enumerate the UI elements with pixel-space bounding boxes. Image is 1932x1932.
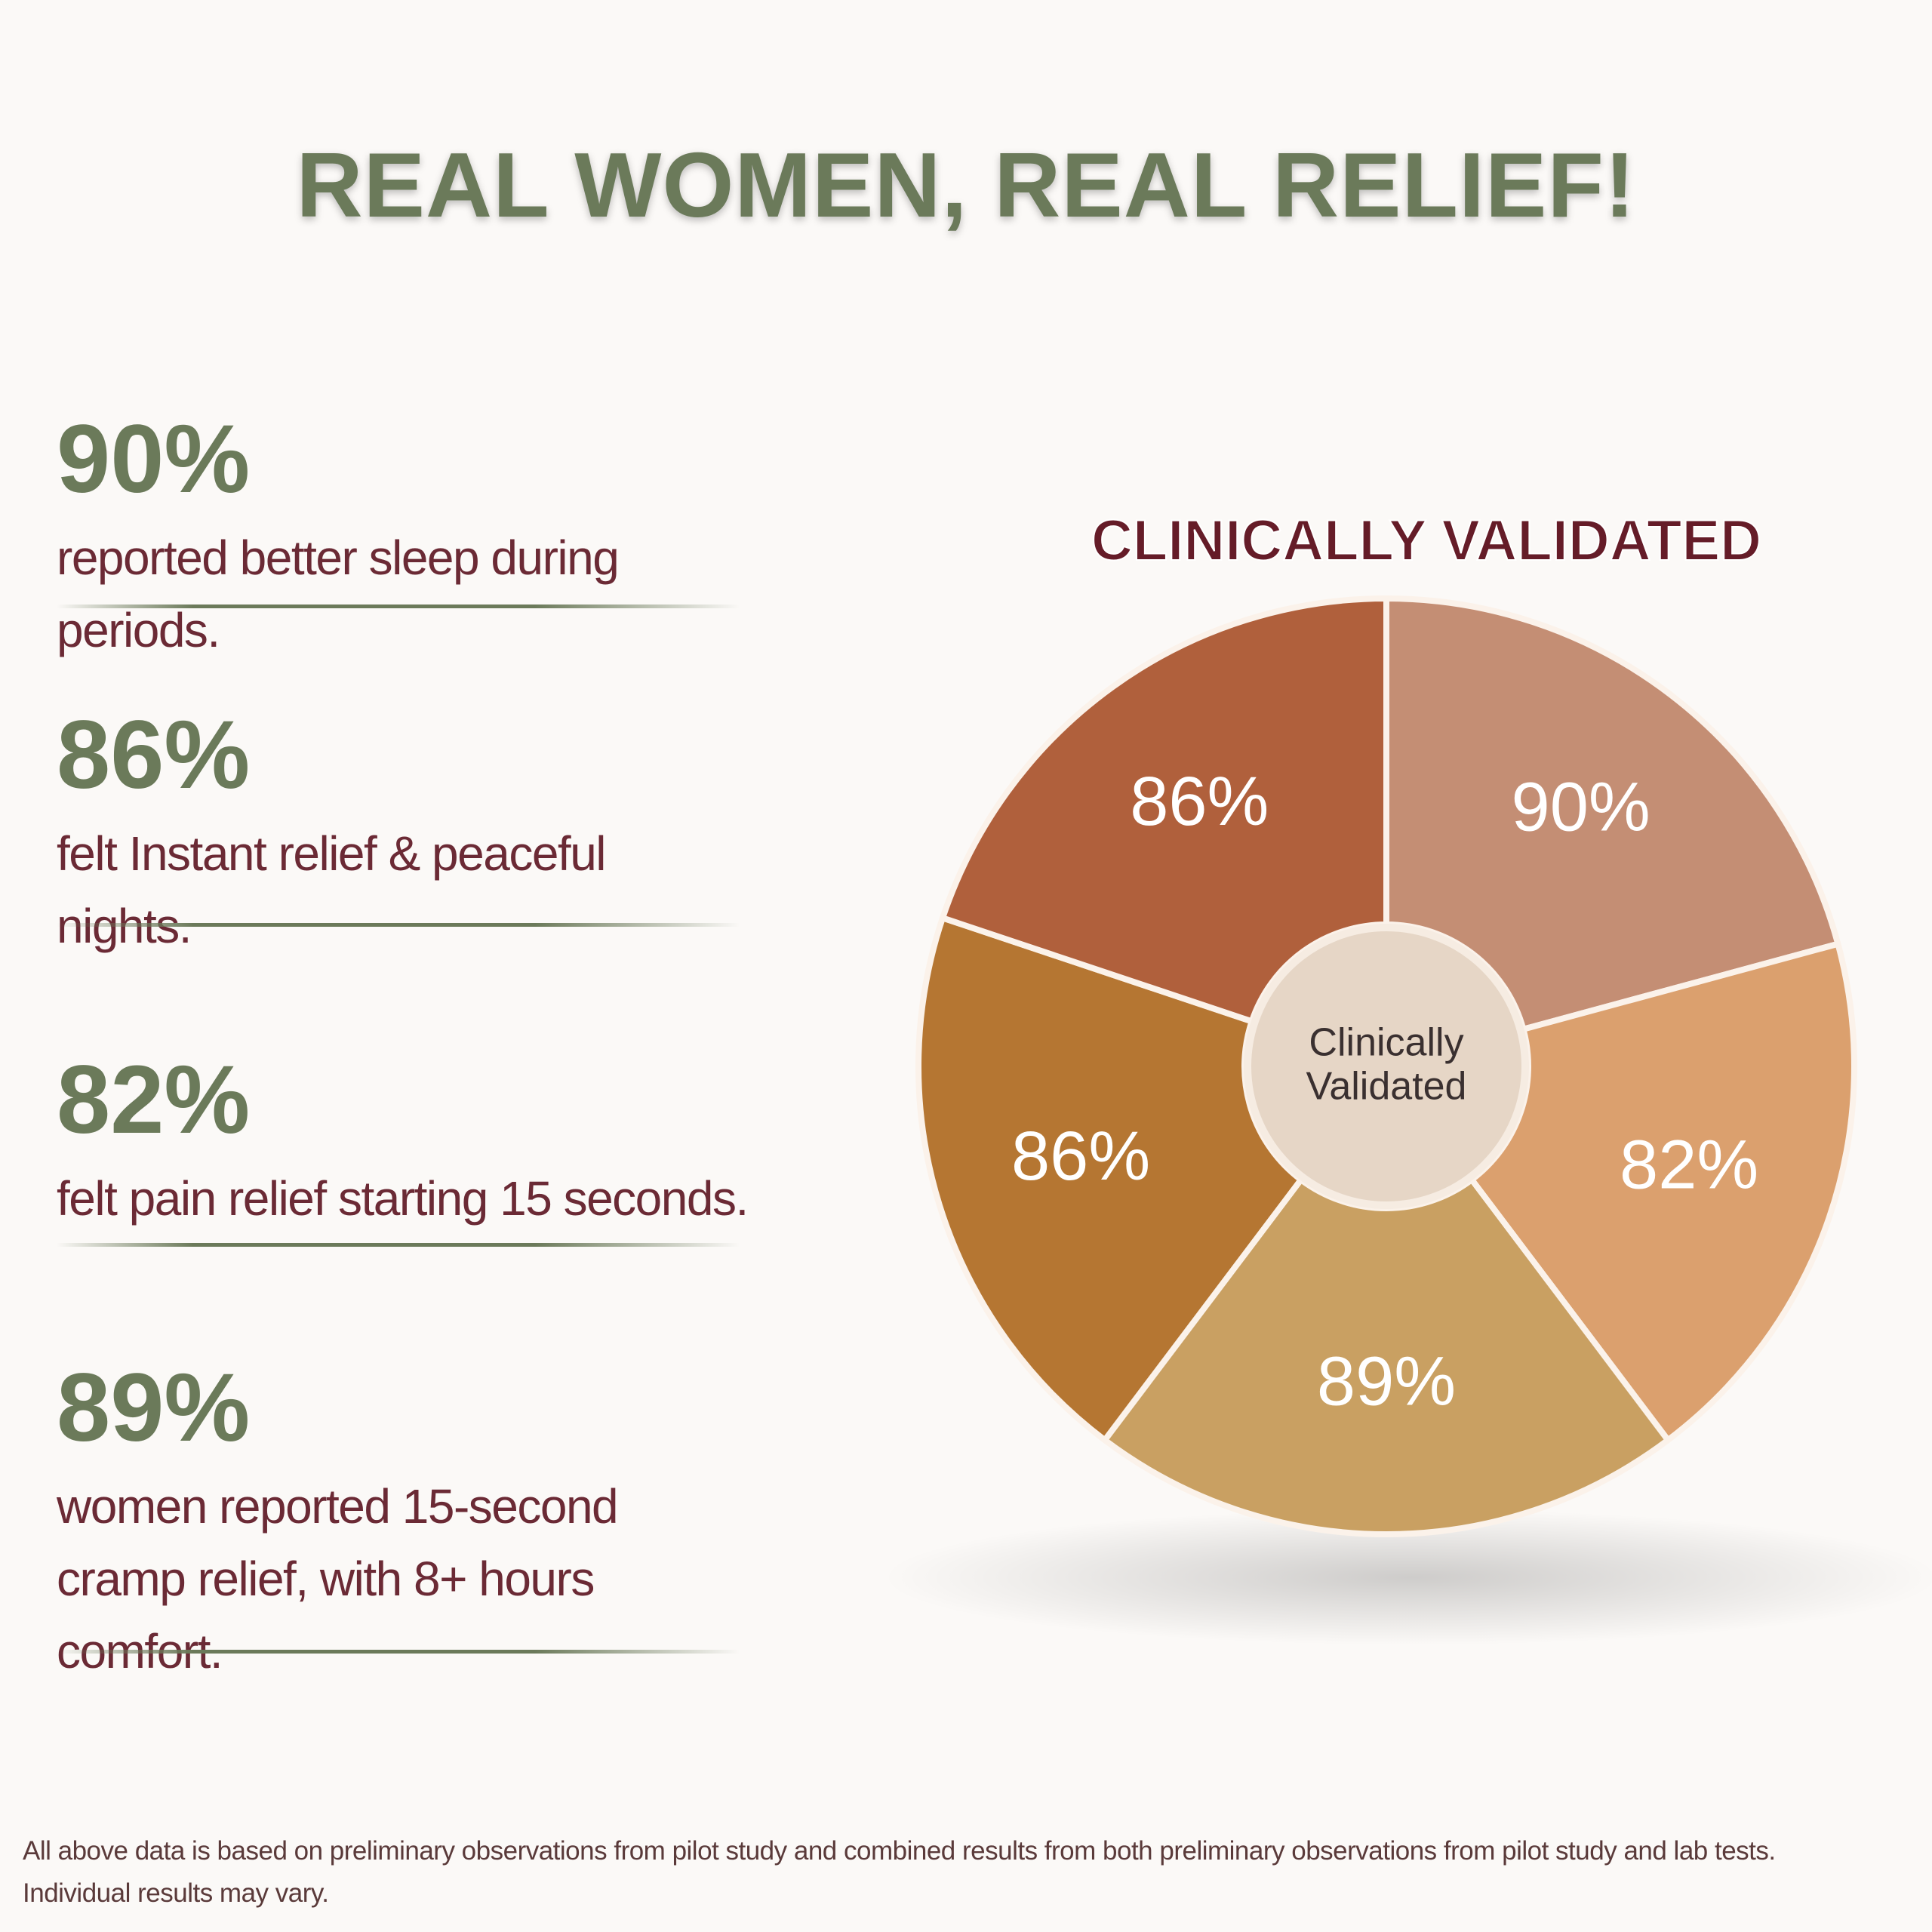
stat: 82% felt pain relief starting 15 seconds…: [57, 1052, 751, 1235]
page-title: REAL WOMEN, REAL RELIEF!: [296, 134, 1636, 236]
stat-value: 86%: [57, 701, 251, 809]
center-label: Validated: [1306, 1065, 1467, 1109]
stat: 86% felt Instant relief & peaceful night…: [57, 707, 751, 962]
divider: [57, 923, 740, 927]
center-label: Clinically: [1309, 1021, 1463, 1065]
divider: [57, 1650, 740, 1654]
divider: [57, 1243, 740, 1247]
chart-shadow: [883, 1509, 1932, 1645]
stat: 89% women reported 15-second cramp relie…: [57, 1360, 736, 1687]
slice-label: 86%: [1130, 763, 1269, 840]
slice-label: 90%: [1512, 769, 1651, 846]
slice-label: 86%: [1011, 1118, 1150, 1195]
chart-title: CLINICALLY VALIDATED: [1091, 509, 1761, 573]
slice-label: 89%: [1317, 1343, 1456, 1420]
footnote: All above data is based on preliminary o…: [23, 1836, 1776, 1908]
stat-value: 89%: [57, 1354, 251, 1462]
slice-label: 82%: [1620, 1127, 1758, 1204]
stat-value: 90%: [57, 405, 251, 513]
stat-value: 82%: [57, 1046, 251, 1154]
stat-text: felt pain relief starting 15 seconds.: [57, 1171, 749, 1226]
center-ring: [1244, 924, 1529, 1209]
stat-text: felt Instant relief & peaceful nights.: [57, 826, 607, 953]
stat-text: reported better sleep during periods.: [57, 531, 620, 657]
divider: [57, 605, 740, 608]
stat-text: women reported 15-second cramp relief, w…: [57, 1479, 619, 1678]
stat: 90% reported better sleep during periods…: [57, 411, 751, 666]
